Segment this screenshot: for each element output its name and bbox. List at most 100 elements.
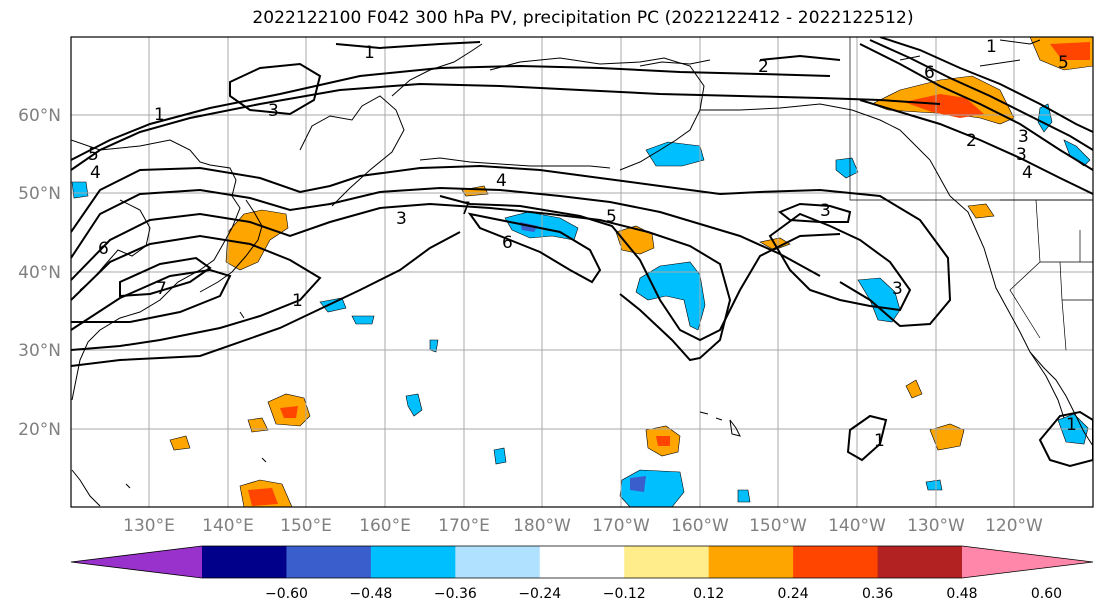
contour-label: 6 [924,63,935,83]
colorbar-tick-label: 0.12 [693,586,724,601]
coastline-kamchatka [299,95,405,207]
contour-label: 1 [874,431,885,451]
pv-contour [879,37,1093,133]
pv-contour [119,256,212,298]
pv-contour [768,212,912,312]
colorbar-segments [70,545,1094,579]
contour-label: 5 [606,207,617,227]
precip-blob [929,423,965,451]
lon-label: 120°W [985,516,1043,536]
contour-label: 3 [1016,145,1027,165]
colorbar-segment [793,546,879,578]
pv-contour [1038,410,1093,468]
pv-contour [71,164,952,328]
lon-label: 150°E [280,516,332,536]
colorbar-segment [455,546,541,578]
precip-blob [280,406,298,418]
colorbar-extend-low [71,546,202,578]
coastline-aleutians [419,157,611,169]
precip-blob [351,315,375,325]
longitude-labels: 130°E 140°E 150°E 160°E 170°E 180°W 170°… [123,516,1043,536]
lon-label: 130°E [123,516,175,536]
pv-contour [71,268,232,331]
figure-title: 2022122100 F042 300 hPa PV, precipitatio… [252,8,914,28]
hawaii-islands [699,411,741,437]
colorbar-tick-label: −0.12 [603,586,646,601]
contour-label: 1 [1066,415,1077,435]
contour-label: 4 [1022,163,1033,183]
lon-label: 140°W [828,516,886,536]
contour-label: 5 [88,145,99,165]
contour-label: 4 [90,163,101,183]
contour-label: 6 [502,233,513,253]
coastline-alaska [489,57,705,171]
pv-contour [229,62,322,116]
pv-contour [71,82,941,171]
precip-blob [656,436,670,446]
pv-contour [859,99,1093,195]
colorbar-outline [70,545,1094,579]
colorbar-segment [708,546,794,578]
lat-label: 20°N [18,420,61,440]
precip-blob [71,181,89,199]
colorbar-segment [286,546,372,578]
contour-label: 3 [892,279,903,299]
lon-label: 170°E [438,516,490,536]
colorbar-tick-label: 0.60 [1031,586,1062,601]
coastline-alaska-south [700,103,951,197]
precip-blob [645,141,705,167]
contour-label: 5 [1058,53,1069,73]
precip-blob [1063,139,1091,167]
lon-label: 130°W [907,516,965,536]
coastline-baja [1029,351,1065,419]
pv-contour [71,186,821,277]
pv-contour [859,43,1093,171]
map-panel [71,37,1093,507]
lat-label: 50°N [18,184,61,204]
lon-label: 160°W [671,516,729,536]
lat-label: 40°N [18,263,61,283]
precip-blob [737,489,751,503]
precip-blob [429,339,439,353]
precip-blob [615,225,655,255]
precip-blob [857,277,901,323]
coastlines [71,37,1093,507]
precip-blob [225,209,289,271]
contour-label: 3 [396,209,407,229]
colorbar-segment [202,546,287,578]
precip-blob [904,94,984,118]
contour-label: 7 [156,279,167,299]
pv-contour [71,231,461,367]
colorbar-segment [877,546,963,578]
lon-label: 160°E [359,516,411,536]
precip-blob [635,261,706,331]
gridlines [71,37,1093,507]
precip-blob [405,393,423,417]
pv-contour [439,195,841,342]
coastline-japan [199,199,263,293]
map-frame [70,36,1094,508]
canada-border [849,37,1093,201]
lat-label: 30°N [18,341,61,361]
colorbar-ticks: −0.60 −0.48 −0.36 −0.24 −0.12 0.12 0.24 0.36 0.4… [265,586,1062,601]
lon-label: 170°W [592,516,650,536]
colorbar-tick-label: −0.48 [349,586,392,601]
pv-contour [71,234,322,351]
precip-blob [248,488,278,506]
precip-shading [71,37,1093,507]
colorbar-tick-label: −0.24 [518,586,561,601]
pv-contour [71,202,732,362]
arctic-islands [639,39,1041,67]
colorbar-tick-label: 0.48 [946,586,977,601]
contour-label: 1 [292,291,303,311]
coastline-kamchatka-2 [391,43,483,97]
precip-blob [619,469,685,507]
colorbar-segment [539,546,625,578]
lon-label: 180°W [513,516,571,536]
pv-contour [467,212,602,284]
colorbar-tick-label: −0.36 [434,586,477,601]
precip-blob [835,157,859,179]
colorbar-segment [370,546,456,578]
contour-label: 1 [154,105,165,125]
